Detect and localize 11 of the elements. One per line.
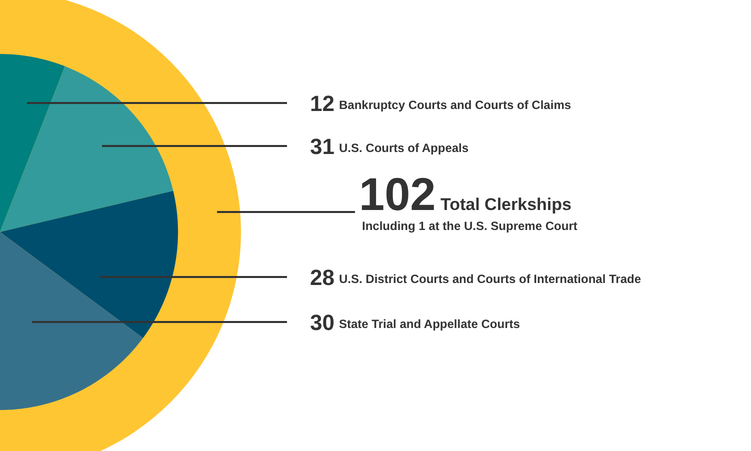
slice-label: U.S. District Courts and Courts of International Trade: [339, 272, 642, 286]
data-label: 30: [310, 310, 334, 335]
text: 102: [359, 168, 436, 220]
data-label: 28: [310, 265, 334, 290]
data-label: 31: [310, 134, 334, 159]
slice-label: U.S. Courts of Appeals: [339, 141, 469, 155]
text: Including 1 at the U.S. Supreme Court: [362, 219, 578, 233]
data-label: 12: [310, 91, 334, 116]
slice-label: State Trial and Appellate Courts: [339, 317, 520, 331]
text: Total Clerkships: [440, 195, 572, 214]
slice-label: Bankruptcy Courts and Courts of Claims: [339, 98, 572, 112]
